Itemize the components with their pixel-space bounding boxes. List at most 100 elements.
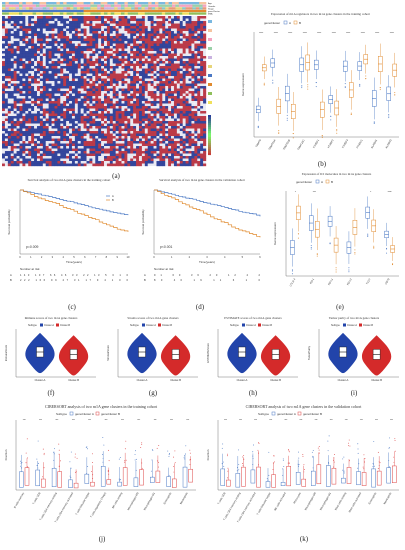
x-tick-label: TRMT61A — [267, 138, 277, 150]
heatmap-cell — [13, 26, 17, 29]
heatmap-cell — [89, 73, 93, 77]
annotation-cell — [97, 4, 101, 7]
heatmap-cell — [89, 96, 93, 99]
y-axis-label: Survival probability — [7, 209, 11, 235]
heatmap-cell — [112, 36, 116, 39]
heatmap-cell — [22, 48, 26, 52]
heatmap-cell — [57, 136, 61, 139]
heatmap-cell — [182, 16, 186, 19]
heatmap-cell — [168, 136, 172, 139]
heatmap-cell — [173, 108, 178, 112]
heatmap-cell — [98, 101, 102, 104]
heatmap-cell — [74, 101, 78, 104]
annotation-cell — [53, 9, 57, 13]
heatmap-cell — [171, 126, 175, 129]
heatmap-cell — [71, 58, 76, 62]
heatmap-cell — [2, 71, 6, 74]
heatmap-cell — [95, 26, 99, 29]
heatmap-cell — [13, 43, 17, 47]
heatmap-cell — [197, 121, 201, 124]
heatmap-cell — [133, 121, 137, 124]
heatmap-cell — [188, 41, 192, 44]
heatmap-cell — [25, 98, 29, 102]
heatmap-cell — [45, 16, 49, 19]
heatmap-cell — [124, 63, 128, 67]
heatmap-cell — [36, 61, 41, 64]
heatmap-cell — [115, 163, 119, 167]
heatmap-cell — [54, 96, 58, 99]
heatmap-cell — [57, 153, 61, 157]
heatmap-cell — [203, 51, 207, 54]
heatmap-cell — [115, 88, 119, 92]
heatmap-cell — [95, 78, 99, 82]
heatmap-cell — [60, 156, 64, 159]
heatmap-cell — [89, 128, 93, 132]
heatmap-cell — [98, 68, 102, 72]
heatmap-cell — [34, 43, 38, 47]
heatmap-cell — [77, 143, 81, 147]
heatmap-cell — [124, 53, 128, 57]
heatmap-cell — [19, 63, 23, 67]
heatmap-cell — [19, 68, 23, 72]
heatmap-cell — [144, 63, 148, 67]
heatmap-cell — [31, 33, 35, 37]
heatmap-cell — [4, 43, 9, 47]
heatmap-cell — [138, 56, 143, 59]
heatmap-cell — [168, 91, 172, 94]
heatmap-cell — [147, 38, 151, 42]
heatmap-cell — [34, 58, 38, 62]
heatmap-cell — [147, 128, 151, 132]
heatmap-cell — [83, 23, 87, 27]
heatmap-cell — [162, 93, 166, 97]
heatmap-cell — [200, 146, 204, 149]
heatmap-cell — [48, 18, 52, 22]
heatmap-cell — [98, 103, 102, 107]
heatmap-cell — [156, 26, 160, 29]
heatmap-cell — [19, 41, 23, 44]
heatmap-cell — [179, 26, 183, 29]
annotation-cell — [175, 9, 180, 13]
heatmap-cell — [34, 23, 38, 27]
heatmap-cell — [136, 136, 140, 139]
heatmap-cell — [86, 121, 90, 124]
heatmap-cell — [136, 158, 140, 162]
heatmap-cell — [133, 116, 137, 119]
heatmap-cell — [138, 81, 143, 84]
heatmap-cell — [63, 51, 67, 54]
heatmap-cell — [147, 118, 151, 122]
heatmap-cell — [95, 126, 99, 129]
heatmap-cell — [182, 43, 186, 47]
heatmap-cell — [80, 31, 84, 34]
heatmap-cell — [118, 46, 122, 49]
heatmap-cell — [168, 18, 172, 22]
heatmap-cell — [98, 146, 102, 149]
heatmap-cell — [92, 26, 96, 29]
heatmap-cell — [191, 158, 195, 162]
heatmap-cell — [71, 91, 76, 94]
heatmap-cell — [106, 83, 111, 87]
heatmap-cell — [101, 58, 105, 62]
heatmap-cell — [95, 118, 99, 122]
heatmap-cell — [127, 101, 131, 104]
heatmap-cell — [109, 163, 113, 167]
heatmap-cell — [63, 103, 67, 107]
heatmap-cell — [124, 58, 128, 62]
heatmap-cell — [188, 21, 192, 24]
heatmap-cell — [4, 46, 9, 49]
heatmap-cell — [71, 16, 76, 19]
heatmap-cell — [106, 146, 111, 149]
heatmap-cell — [51, 33, 55, 37]
heatmap-cell — [104, 111, 108, 114]
heatmap-cell — [39, 116, 43, 119]
annotation-cell — [165, 9, 169, 13]
annotation-cell — [178, 9, 183, 13]
heatmap-cell — [150, 163, 154, 167]
heatmap-cell — [86, 93, 90, 97]
heatmap-cell — [133, 133, 137, 137]
heatmap-cell — [63, 26, 67, 29]
heatmap-cell — [89, 118, 93, 122]
heatmap-cell — [39, 51, 43, 54]
heatmap-cell — [69, 98, 73, 102]
heatmap-cell — [60, 71, 64, 74]
heatmap-cell — [2, 143, 6, 147]
